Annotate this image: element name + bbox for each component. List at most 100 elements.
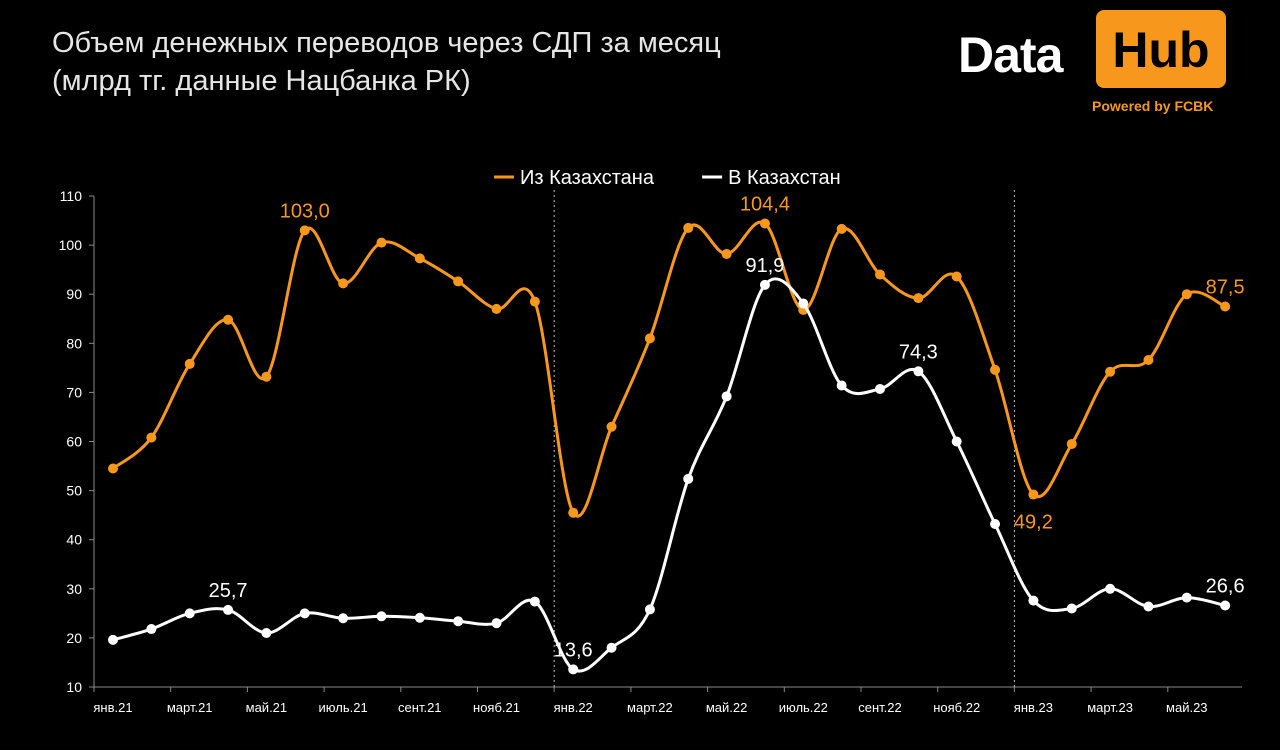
data-point-outbound (491, 303, 502, 314)
data-point-inbound (721, 391, 732, 402)
data-point-inbound (414, 612, 425, 623)
x-tick-label: сент.22 (858, 700, 902, 715)
data-point-outbound (644, 333, 655, 344)
data-point-outbound (1181, 289, 1192, 300)
y-tick-label: 40 (66, 532, 82, 548)
data-point-outbound (146, 432, 157, 443)
y-tick-label: 10 (66, 679, 82, 695)
logo-hub-text: Hub (1096, 10, 1226, 88)
data-point-inbound (951, 436, 962, 447)
title-line-2: (млрд тг. данные Нацбанка РК) (52, 65, 471, 97)
data-point-inbound (491, 618, 502, 629)
data-point-outbound (568, 507, 579, 518)
data-point-outbound (1105, 366, 1116, 377)
legend-label-outbound: Из Казахстана (520, 167, 655, 189)
data-point-inbound (453, 616, 464, 627)
data-point-outbound (223, 314, 234, 325)
data-point-outbound (683, 222, 694, 233)
data-label-inbound: 25,7 (209, 580, 248, 602)
data-point-inbound (1143, 601, 1154, 612)
data-point-inbound (146, 624, 157, 635)
data-point-outbound (1028, 489, 1039, 500)
data-point-outbound (338, 278, 349, 289)
data-point-inbound (644, 604, 655, 615)
data-label-outbound: 104,4 (740, 193, 790, 215)
data-label-inbound: 13,6 (554, 639, 593, 661)
y-tick-label: 70 (66, 384, 82, 400)
data-point-outbound (529, 296, 540, 307)
x-tick-label: март.23 (1087, 700, 1133, 715)
datahub-logo: Data Hub Powered by FCBK (958, 10, 1228, 120)
x-tick-label: июль.22 (779, 700, 828, 715)
chart-title: Объем денежных переводов через СДП за ме… (52, 24, 721, 100)
data-point-inbound (529, 596, 540, 607)
x-tick-label: нояб.22 (933, 700, 980, 715)
data-point-inbound (1181, 592, 1192, 603)
data-label-inbound: 91,9 (745, 255, 784, 277)
x-tick-label: март.22 (627, 700, 673, 715)
title-line-1: Объем денежных переводов через СДП за ме… (52, 27, 721, 59)
data-point-inbound (568, 664, 579, 675)
series-line-outbound (112, 220, 1226, 518)
logo-tagline: Powered by FCBK (1092, 98, 1214, 114)
y-tick-label: 60 (66, 434, 82, 450)
data-point-inbound (261, 627, 272, 638)
data-point-inbound (798, 298, 809, 309)
data-point-inbound (376, 611, 387, 622)
data-label-inbound: 26,6 (1206, 575, 1245, 597)
data-label-outbound: 103,0 (280, 200, 330, 222)
data-point-inbound (875, 383, 885, 394)
data-point-outbound (376, 237, 387, 248)
data-point-inbound (299, 608, 310, 619)
data-point-inbound (759, 279, 770, 290)
x-tick-label: янв.23 (1014, 700, 1053, 715)
data-point-inbound (606, 642, 617, 653)
data-point-inbound (1028, 595, 1039, 606)
y-tick-label: 50 (66, 483, 82, 499)
x-tick-label: янв.22 (554, 700, 593, 715)
y-tick-label: 110 (60, 188, 83, 204)
data-point-inbound (223, 604, 234, 615)
data-point-inbound (990, 518, 1001, 529)
legend-label-inbound: В Казахстан (728, 167, 841, 189)
data-point-outbound (1143, 354, 1154, 365)
y-tick-label: 80 (66, 335, 82, 351)
data-point-inbound (836, 380, 847, 391)
logo-data-text: Data (958, 27, 1063, 83)
data-point-outbound (1220, 301, 1231, 312)
x-tick-label: май.21 (246, 700, 288, 715)
x-tick-label: май.23 (1166, 700, 1208, 715)
data-point-outbound (721, 248, 732, 259)
data-point-inbound (184, 608, 195, 619)
data-point-outbound (836, 223, 847, 234)
data-point-inbound (338, 613, 349, 624)
data-point-outbound (875, 269, 885, 280)
data-point-inbound (1105, 583, 1116, 594)
data-point-outbound (913, 293, 924, 304)
data-point-outbound (1066, 438, 1077, 449)
data-point-inbound (913, 366, 924, 377)
x-tick-label: июль.21 (319, 700, 368, 715)
y-tick-label: 20 (66, 630, 82, 646)
data-point-outbound (759, 218, 770, 229)
data-point-outbound (414, 253, 425, 264)
x-tick-label: сент.21 (398, 700, 442, 715)
data-point-outbound (299, 225, 310, 236)
data-point-inbound (1066, 603, 1077, 614)
data-point-outbound (606, 421, 617, 432)
x-tick-label: март.21 (167, 700, 213, 715)
y-tick-label: 30 (66, 581, 82, 597)
y-tick-label: 90 (66, 286, 82, 302)
data-point-outbound (261, 371, 272, 382)
data-point-outbound (184, 358, 195, 369)
x-tick-label: май.22 (706, 700, 748, 715)
y-tick-label: 100 (59, 237, 83, 253)
data-point-inbound (683, 473, 694, 484)
x-tick-label: нояб.21 (473, 700, 520, 715)
data-point-outbound (108, 463, 118, 474)
data-point-outbound (990, 364, 1001, 375)
data-point-inbound (1220, 600, 1231, 611)
data-point-outbound (453, 276, 464, 287)
data-label-outbound: 49,2 (1014, 512, 1053, 534)
